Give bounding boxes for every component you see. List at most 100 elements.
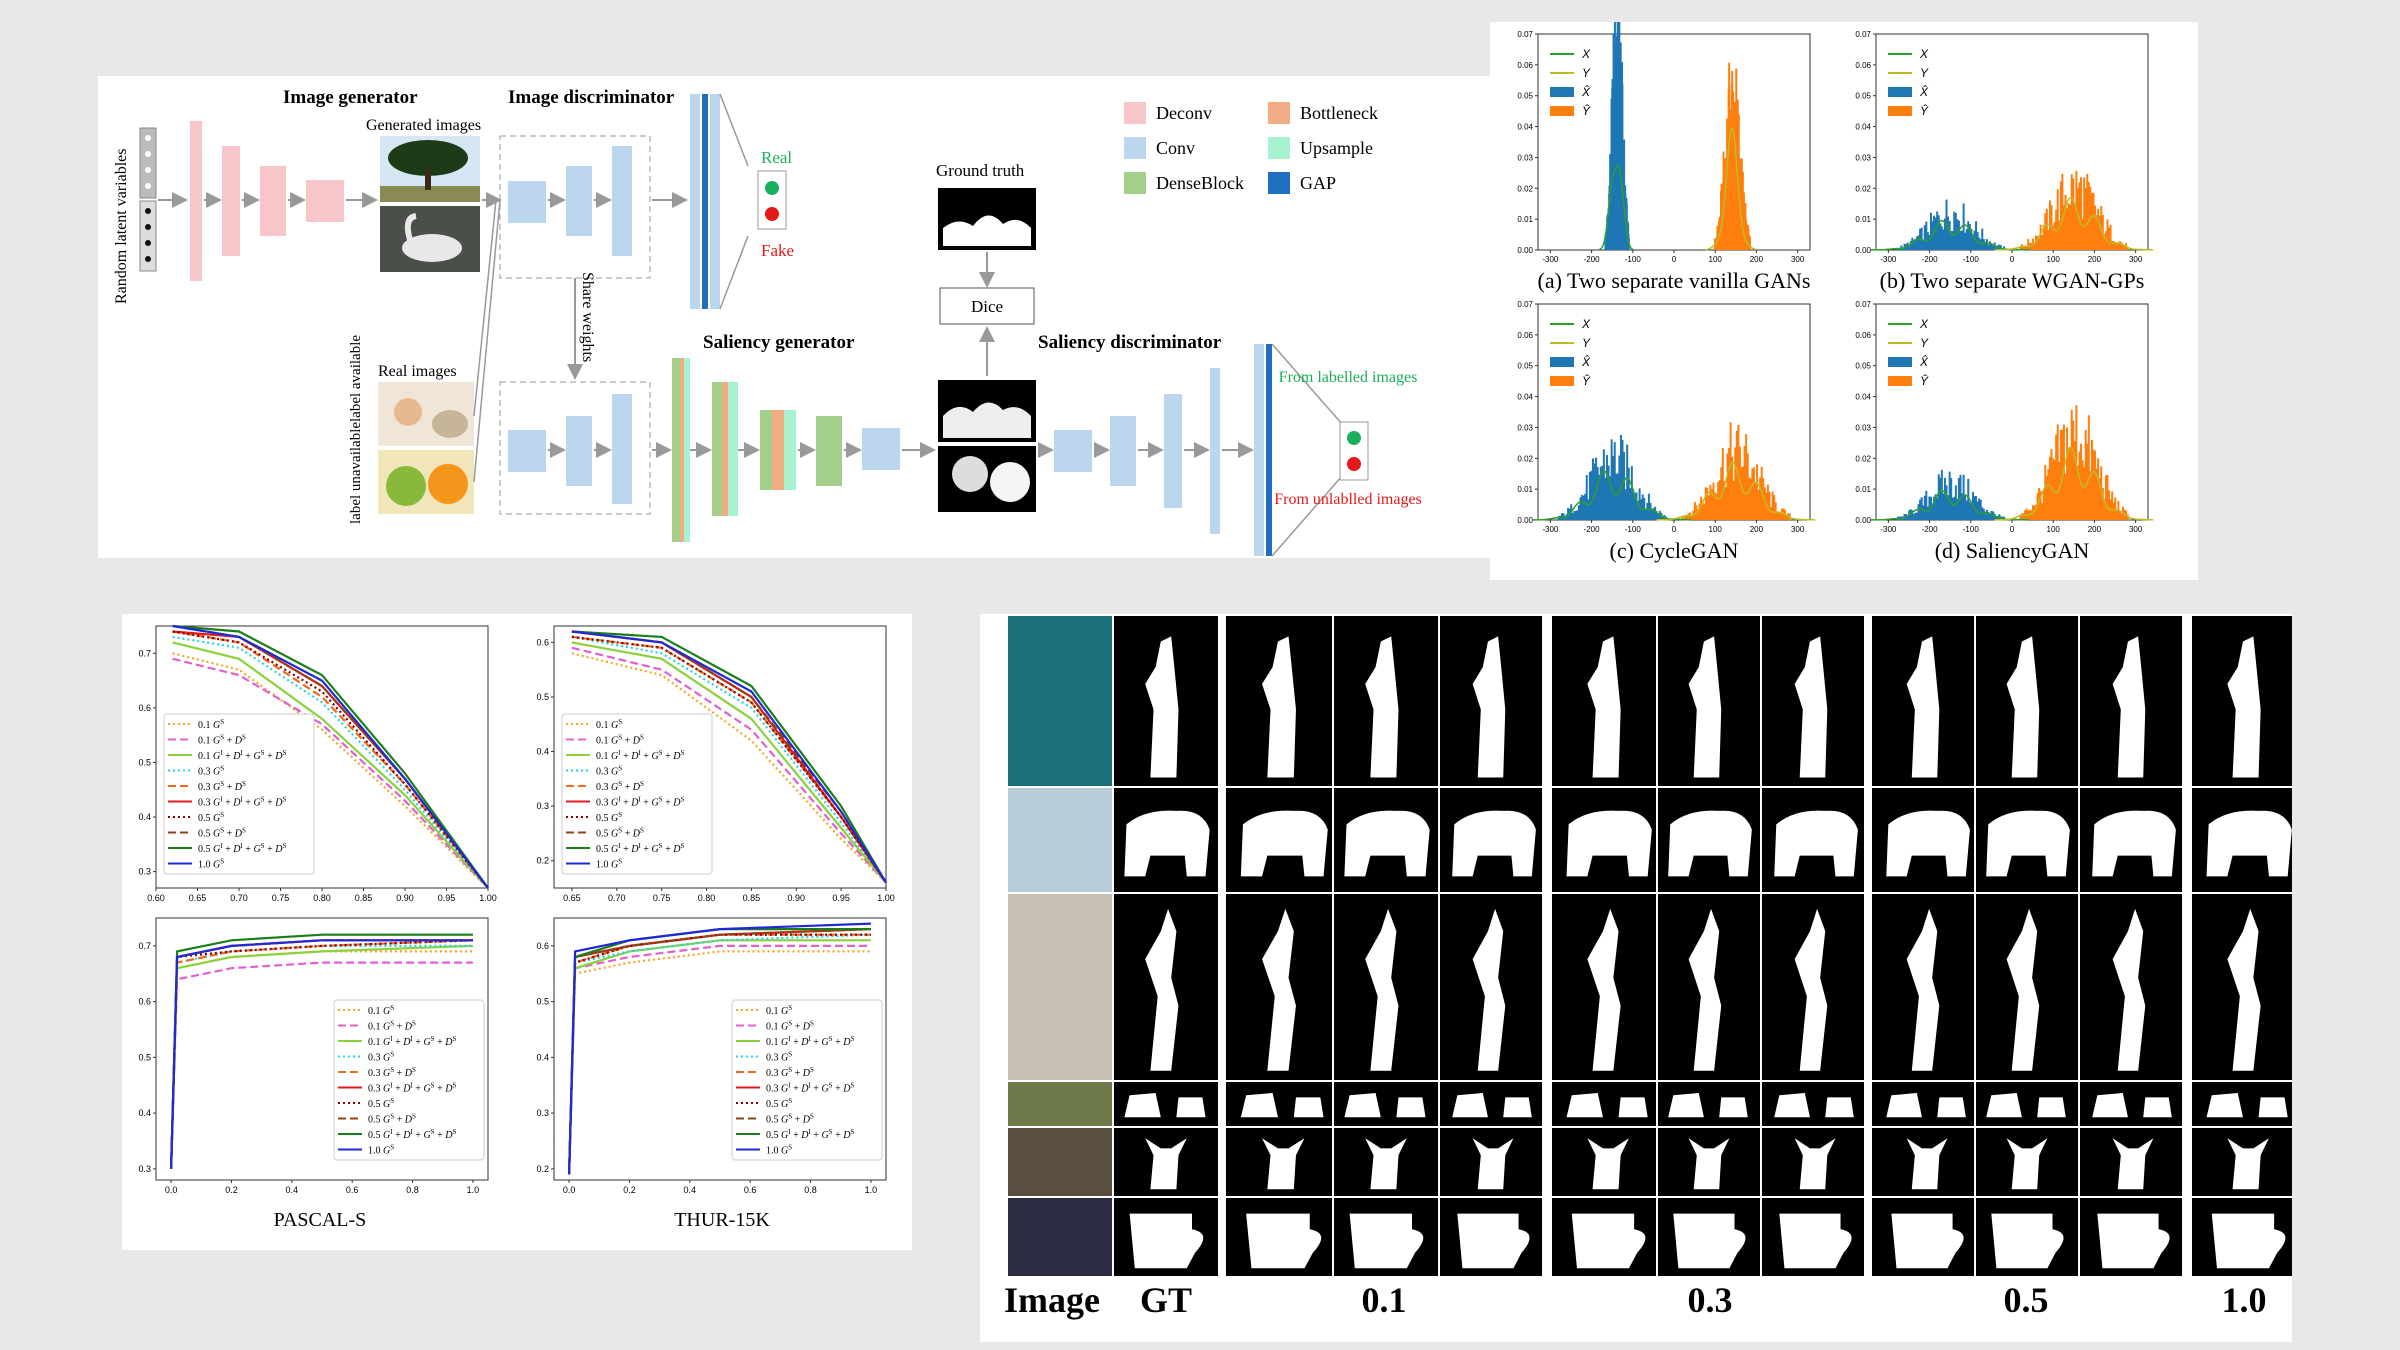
saliency-silhouette <box>2006 908 2040 1071</box>
y-tick-label: 0.06 <box>1517 61 1533 70</box>
x-tick-label: 0.0 <box>563 1185 576 1195</box>
yhat-bar <box>2090 439 2093 520</box>
yhat-bar <box>1742 466 1745 520</box>
legend-label: 0.5 GI + DI + GS + DS <box>596 842 684 855</box>
architecture-panel: Image generator Image discriminator Sali… <box>98 76 1528 558</box>
saliency-silhouette <box>1566 810 1652 877</box>
xhat-bar <box>1936 497 1939 520</box>
x-tick-label: 0.60 <box>147 893 165 903</box>
saliency-silhouette <box>1129 1213 1204 1269</box>
xhat-bar <box>1929 212 1932 250</box>
legend-label: 0.3 GI + DI + GS + DS <box>198 796 286 809</box>
xhat-bar <box>1937 215 1940 250</box>
yhat-bar <box>2067 449 2070 520</box>
xhat-bar <box>1624 489 1627 520</box>
line-chart: 0.60 0.65 0.70 0.75 0.80 0.85 0.90 0.95 1.00 0.3 0… <box>138 624 497 903</box>
xhat-bar <box>1925 221 1928 250</box>
x-tick-label: 300 <box>2129 255 2143 264</box>
xhat-bar <box>1987 512 1990 520</box>
deconv-layer <box>306 180 344 222</box>
xhat-bar <box>1934 217 1937 250</box>
xhat-bar <box>1971 236 1974 250</box>
xhat-bar <box>1987 244 1990 250</box>
y-tick-label: 0.03 <box>1855 423 1871 432</box>
saliency-silhouette <box>1587 908 1621 1071</box>
y-tick-label: 0.01 <box>1517 215 1533 224</box>
xhat-bar <box>1953 496 1956 520</box>
yhat-bar <box>1777 511 1780 520</box>
xhat-bar <box>1934 494 1937 520</box>
xhat-bar <box>1588 471 1591 520</box>
yhat-bar <box>2059 181 2062 250</box>
xhat-bar <box>1970 229 1973 250</box>
saliency-silhouette <box>1472 1138 1514 1190</box>
xhat-bar <box>1967 221 1970 250</box>
xhat-bar <box>1992 245 1995 250</box>
y-tick-label: 0.2 <box>536 1164 549 1174</box>
bottleneck-layer <box>722 382 728 516</box>
yhat-bar <box>1743 446 1746 520</box>
xhat-bar <box>1939 223 1942 250</box>
y-tick-label: 0.4 <box>138 812 151 822</box>
legend-label: Y <box>1920 66 1929 80</box>
yhat-bar <box>2120 242 2123 250</box>
source-image <box>1008 1082 1112 1126</box>
xhat-bar <box>1981 228 1984 250</box>
yhat-bar <box>2062 205 2065 250</box>
yhat-bar <box>1780 508 1783 520</box>
yhat-bar <box>1756 464 1759 520</box>
xhat-bar <box>1567 508 1570 520</box>
x-tick-label: 200 <box>1750 255 1764 264</box>
predicted-saliency-unlabelled <box>938 446 1036 512</box>
xhat-bar <box>1942 229 1945 250</box>
saliency-silhouette <box>1587 1138 1629 1190</box>
yhat-bar <box>1681 517 1684 520</box>
saliency-silhouette <box>1668 1093 1748 1118</box>
yhat-bar <box>2086 173 2089 250</box>
legend-label: 0.5 GS + DS <box>198 827 246 840</box>
conv-layer <box>1054 430 1092 472</box>
legend-label: 0.3 GS + DS <box>198 780 246 793</box>
saliency-silhouette <box>2006 1138 2048 1190</box>
legend-label: 1.0 GS <box>766 1144 792 1157</box>
xhat-bar <box>1943 218 1946 250</box>
yhat-bar <box>1717 481 1720 520</box>
saliency-silhouette <box>1571 1213 1646 1269</box>
yhat-bar <box>2092 192 2095 250</box>
yhat-bar <box>1762 478 1765 520</box>
yhat-bar <box>2126 247 2129 250</box>
y-tick-label: 0.00 <box>1855 516 1871 525</box>
saliency-silhouette <box>2112 636 2146 778</box>
yhat-bar <box>1752 467 1755 520</box>
layer-legend: Deconv Bottleneck Conv Upsample DenseBlo… <box>1124 102 1378 194</box>
legend-label: 0.5 GS + DS <box>596 827 644 840</box>
yhat-bar <box>1745 434 1748 520</box>
y-tick-label: 0.04 <box>1855 123 1871 132</box>
yhat-bar <box>2061 173 2064 250</box>
xhat-bar <box>1970 503 1973 520</box>
saliency-silhouette <box>1891 1213 1964 1269</box>
legend-label: 0.1 GS <box>198 718 224 731</box>
conv-layer <box>1254 344 1264 556</box>
generated-tree-image <box>380 136 480 202</box>
label-available-label: label available <box>348 335 364 422</box>
y-tick-label: 0.02 <box>1517 184 1533 193</box>
yhat-bar <box>1723 481 1726 520</box>
histogram-plot: 0.00 0.01 0.02 0.03 0.04 0.05 0.06 0.07 -300 -200… <box>1517 0 1811 293</box>
saliency-silhouette <box>2227 1138 2269 1190</box>
y-tick-label: 0.01 <box>1855 485 1871 494</box>
y-tick-label: 0.01 <box>1855 215 1871 224</box>
xhat-bar <box>1633 493 1636 520</box>
source-image <box>1008 894 1112 1080</box>
saliency-generator-title: Saliency generator <box>703 332 855 353</box>
yhat-bar <box>1740 158 1743 250</box>
y-tick-label: 0.07 <box>1517 30 1533 39</box>
xhat-bar <box>1615 474 1618 520</box>
series-line <box>571 641 887 884</box>
yhat-bar <box>2098 477 2101 520</box>
yhat-bar <box>1770 507 1773 520</box>
y-tick-label: 0.5 <box>536 997 549 1007</box>
bottleneck-layer <box>680 358 684 542</box>
y-tick-label: 0.01 <box>1517 485 1533 494</box>
legend-label: Ŷ <box>1582 373 1591 388</box>
